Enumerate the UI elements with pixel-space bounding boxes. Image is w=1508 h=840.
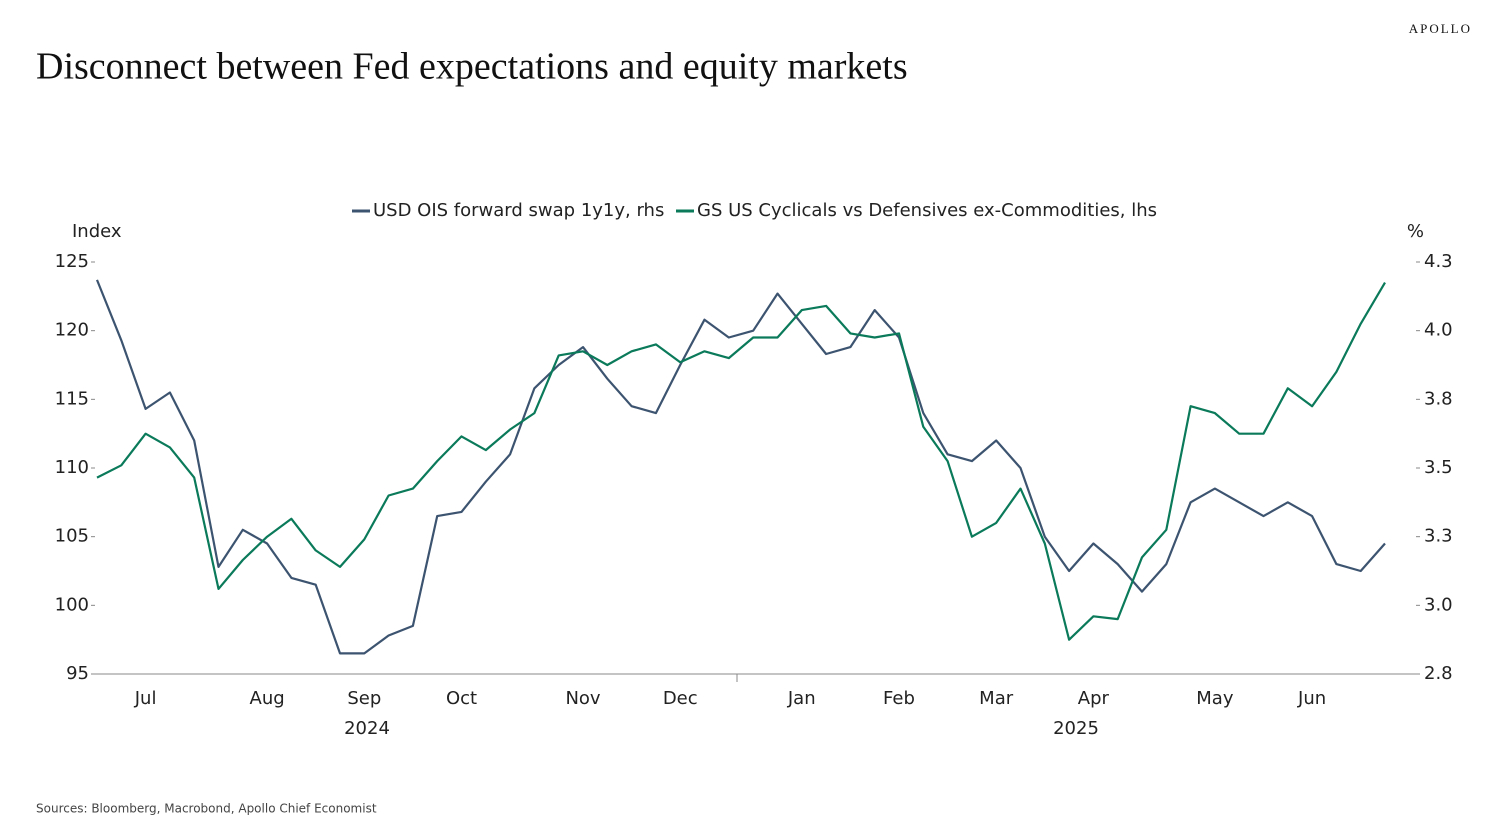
x-tick-label: Feb <box>883 688 915 709</box>
brand: APOLLO <box>1409 21 1472 36</box>
series-line <box>95 279 1386 655</box>
y-tick-label: 100 <box>55 594 89 615</box>
x-group-label: 2024 <box>344 718 390 739</box>
legend-label: USD OIS forward swap 1y1y, rhs <box>373 200 664 221</box>
x-tick-label: Mar <box>979 688 1014 709</box>
x-tick-label: Dec <box>663 688 698 709</box>
x-tick-label: May <box>1196 688 1234 709</box>
x-tick-label: Oct <box>446 688 477 709</box>
y2-axis-label: % <box>1407 221 1424 242</box>
y-tick-label: 105 <box>55 526 89 547</box>
x-tick-label: Jan <box>787 688 816 709</box>
series-line <box>96 282 1386 641</box>
source: Sources: Bloomberg, Macrobond, Apollo Ch… <box>36 802 377 816</box>
x-group-label: 2025 <box>1053 718 1099 739</box>
y2-tick-label: 4.3 <box>1424 251 1453 272</box>
x-tick-label: Sep <box>347 688 381 709</box>
y2-tick-label: 4.0 <box>1424 320 1453 341</box>
x-tick-label: Apr <box>1078 688 1110 709</box>
y-tick-label: 110 <box>55 457 89 478</box>
y-tick-label: 125 <box>55 251 89 272</box>
y-axis-label: Index <box>72 221 122 242</box>
x-tick-label: Jun <box>1297 688 1326 709</box>
y-tick-label: 120 <box>55 320 89 341</box>
x-tick-label: Nov <box>565 688 600 709</box>
y-tick-label: 95 <box>66 663 89 684</box>
y2-tick-label: 3.3 <box>1424 526 1453 547</box>
legend-label: GS US Cyclicals vs Defensives ex-Commodi… <box>697 200 1157 221</box>
y2-tick-label: 3.8 <box>1424 388 1453 409</box>
y-tick-label: 115 <box>55 388 89 409</box>
y2-tick-label: 3.0 <box>1424 594 1453 615</box>
x-tick-label: Jul <box>134 688 157 709</box>
x-tick-label: Aug <box>250 688 285 709</box>
y2-tick-label: 2.8 <box>1424 663 1453 684</box>
chart-title: Disconnect between Fed expectations and … <box>36 46 908 88</box>
y2-tick-label: 3.5 <box>1424 457 1453 478</box>
